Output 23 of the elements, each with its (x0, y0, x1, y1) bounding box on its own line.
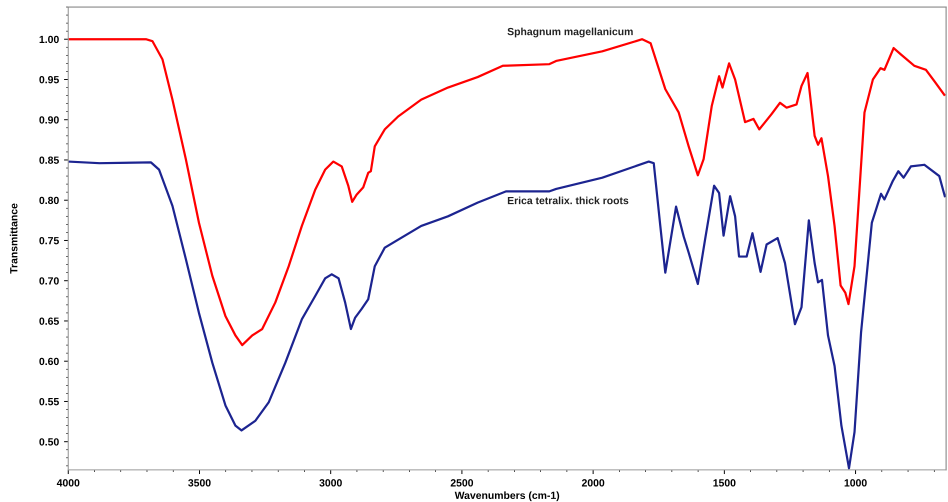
y-tick-label: 1.00 (40, 36, 59, 44)
y-tick-label: 0.65 (39, 317, 59, 325)
x-tick-label: 1500 (713, 479, 736, 487)
y-tick-label: 0.75 (39, 236, 59, 244)
y-tick-label: 0.70 (39, 277, 59, 285)
y-axis-title: Transmittance (10, 203, 18, 274)
x-tick-label: 3500 (188, 479, 211, 487)
x-tick-label: 2000 (582, 479, 604, 487)
series-label: Erica tetralix. thick roots (508, 196, 628, 204)
x-axis-title: Wavenumbers (cm-1) (454, 491, 560, 502)
series-label: Sphagnum magellanicum (507, 28, 633, 38)
x-tick-label: 1000 (844, 479, 867, 487)
x-tick-label: 2500 (450, 479, 474, 487)
y-tick-label: 0.60 (39, 358, 59, 366)
y-tick-label: 0.90 (39, 116, 59, 124)
y-tick-label: 0.55 (39, 398, 59, 406)
y-tick-label: 0.95 (39, 76, 59, 84)
line-series (68, 38, 946, 346)
x-tick-label: 3000 (319, 479, 342, 487)
y-tick-label: 0.85 (39, 156, 59, 164)
y-tick-label: 0.50 (39, 438, 59, 446)
x-tick-label: 4000 (56, 479, 80, 487)
y-tick-label: 0.80 (39, 196, 59, 204)
